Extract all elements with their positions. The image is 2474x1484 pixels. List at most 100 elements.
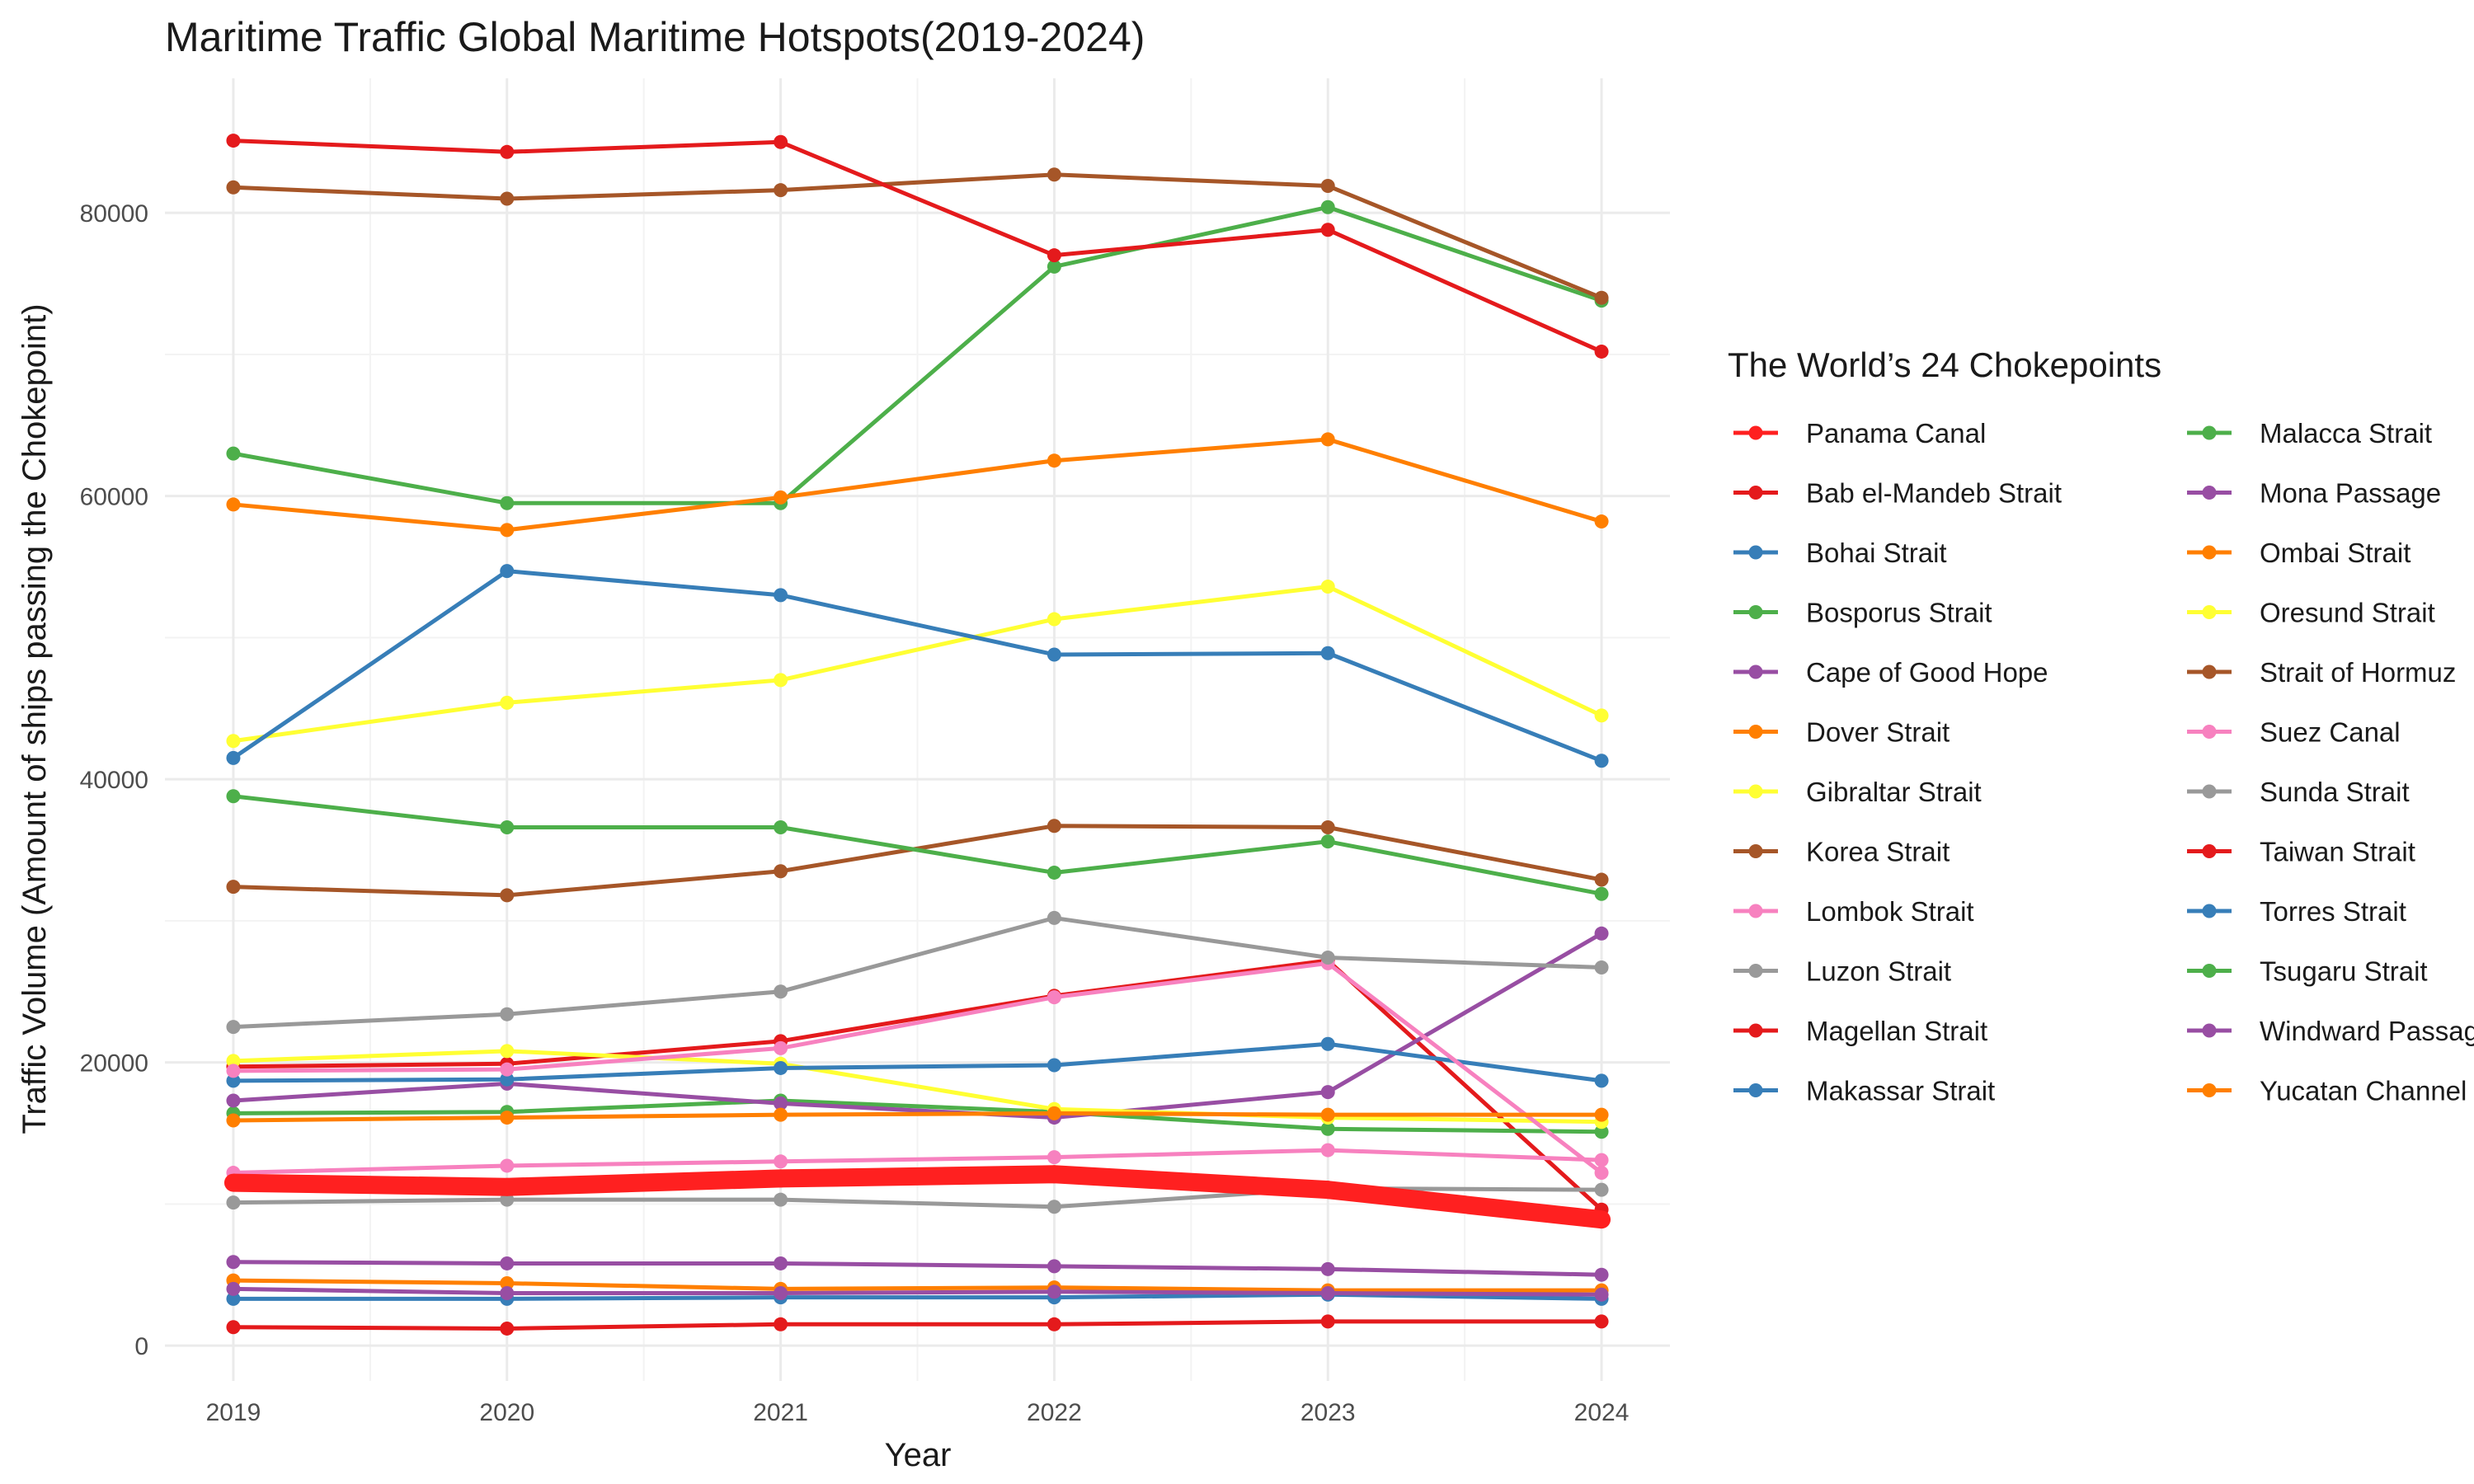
- x-tick-label: 2022: [1027, 1399, 1082, 1426]
- data-point: [500, 820, 515, 834]
- data-point: [226, 1291, 241, 1306]
- data-point: [774, 1256, 788, 1270]
- data-point: [1047, 453, 1061, 468]
- legend-label: Bohai Strait: [1806, 538, 1947, 568]
- data-point: [1594, 886, 1609, 901]
- series-mona-passage: [226, 1255, 1609, 1282]
- legend-item: Luzon Strait: [1733, 956, 1951, 987]
- series-windward-passage: [226, 1281, 1609, 1302]
- series-line: [233, 1319, 1602, 1331]
- series-line: [233, 1098, 1602, 1134]
- highlighted-series: [223, 1165, 1611, 1229]
- x-tick-label: 2024: [1574, 1399, 1630, 1426]
- data-point: [1594, 1166, 1609, 1181]
- data-point: [1045, 1165, 1064, 1184]
- data-point: [1320, 223, 1335, 237]
- legend-key-point: [2202, 964, 2217, 978]
- y-tick-label: 0: [134, 1333, 148, 1360]
- data-point: [226, 880, 241, 895]
- legend-item: Gibraltar Strait: [1733, 777, 1982, 807]
- data-point: [1320, 1107, 1335, 1122]
- data-point: [774, 1154, 788, 1169]
- x-tick-label: 2019: [206, 1399, 261, 1426]
- data-point: [500, 695, 515, 710]
- data-point: [500, 888, 515, 903]
- legend-label: Magellan Strait: [1806, 1016, 1987, 1046]
- data-point: [500, 495, 515, 510]
- legend-key-point: [1748, 605, 1763, 619]
- data-point: [1047, 259, 1061, 274]
- data-point: [771, 1169, 790, 1188]
- series-line: [232, 569, 1602, 763]
- data-point: [1319, 1181, 1338, 1200]
- legend-label: Windward Passage: [2260, 1016, 2474, 1046]
- legend: The World’s 24 Chokepoints Panama Canal B…: [1728, 345, 2474, 1106]
- data-point: [1320, 1121, 1335, 1136]
- data-point: [500, 1192, 515, 1207]
- legend-title: The World’s 24 Chokepoints: [1728, 345, 2161, 384]
- legend-label: Panama Canal: [1806, 418, 1986, 448]
- series-tsugaru-strait: [226, 789, 1609, 901]
- data-point: [774, 820, 788, 834]
- data-point: [774, 673, 788, 688]
- data-point: [226, 134, 241, 148]
- series-malacca-strait: [226, 200, 1609, 510]
- data-point: [226, 1064, 241, 1078]
- data-point: [1047, 1106, 1061, 1120]
- data-point: [1594, 344, 1609, 359]
- legend-key-point: [2202, 1083, 2217, 1097]
- data-point: [500, 564, 515, 579]
- x-axis-title: Year: [885, 1437, 952, 1473]
- legend-key-point: [1748, 425, 1763, 440]
- data-point: [774, 1107, 788, 1122]
- series-yucatan-channel: [226, 1106, 1609, 1128]
- series-lombok-strait: [226, 1143, 1609, 1181]
- data-point: [226, 497, 241, 512]
- data-point: [774, 864, 788, 879]
- legend-item: Bosporus Strait: [1733, 598, 1992, 628]
- data-point: [774, 984, 788, 999]
- legend-label: Strait of Hormuz: [2260, 657, 2456, 688]
- data-point: [1047, 865, 1061, 880]
- axes: 2019 2020 2021 2022 2023 2024 0 20000 40000 60000…: [80, 200, 1630, 1426]
- data-point: [1047, 1150, 1061, 1165]
- series-line: [233, 172, 1602, 300]
- data-point: [226, 750, 241, 765]
- data-point: [500, 1256, 515, 1270]
- legend-item: Taiwan Strait: [2187, 837, 2415, 867]
- legend-label: Bab el-Mandeb Strait: [1806, 478, 2062, 509]
- data-point: [774, 134, 788, 149]
- legend-items: Panama Canal Bab el-Mandeb Strait Bohai St…: [1733, 418, 2474, 1106]
- series-magellan-strait: [226, 1314, 1609, 1336]
- legend-key-point: [1748, 904, 1763, 918]
- data-point: [500, 1158, 515, 1173]
- legend-key-point: [1748, 725, 1763, 739]
- legend-key-point: [2202, 784, 2217, 799]
- y-tick-label: 40000: [80, 767, 148, 794]
- legend-label: Yucatan Channel: [2260, 1076, 2467, 1106]
- legend-label: Bosporus Strait: [1806, 598, 1992, 628]
- data-point: [774, 1040, 788, 1055]
- data-point: [226, 789, 241, 804]
- data-point: [1594, 960, 1609, 975]
- legend-key-point: [1748, 486, 1763, 500]
- data-point: [1594, 1125, 1609, 1139]
- data-point: [500, 1111, 515, 1125]
- data-point: [1594, 1287, 1609, 1302]
- series-line: [233, 1260, 1602, 1277]
- legend-item: Torres Strait: [2187, 896, 2406, 927]
- data-point: [226, 1281, 241, 1296]
- data-point: [1320, 1286, 1335, 1301]
- legend-key-point: [1748, 1083, 1763, 1097]
- y-tick-label: 60000: [80, 484, 148, 511]
- legend-key-point: [2202, 1023, 2217, 1038]
- data-point: [500, 1286, 515, 1301]
- chart-title: Maritime Traffic Global Maritime Hotspot…: [165, 14, 1145, 60]
- data-point: [1592, 1210, 1611, 1229]
- series-line: [233, 932, 1603, 1120]
- data-point: [500, 1276, 515, 1290]
- legend-key-point: [2202, 904, 2217, 918]
- series-line: [233, 794, 1602, 896]
- series-line: [233, 958, 1603, 1212]
- legend-key-point: [1748, 545, 1763, 560]
